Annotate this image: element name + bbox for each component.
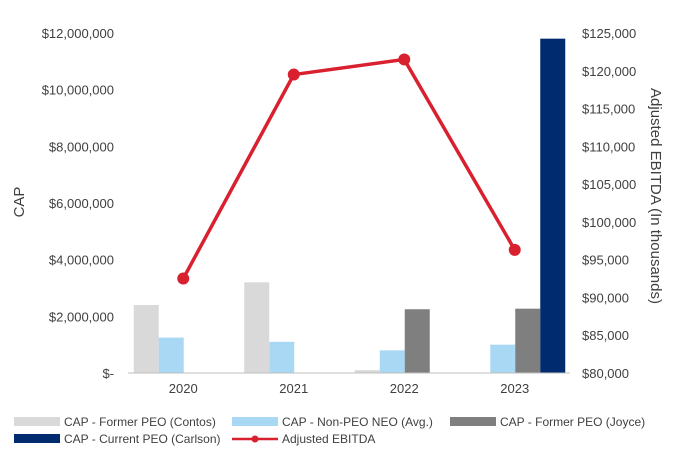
- right-axis-ticks: $80,000 $85,000 $90,000 $95,000 $100,000 $105…: [582, 26, 636, 381]
- x-tick-label: 2022: [390, 381, 419, 396]
- y-tick-label: $12,000,000: [42, 26, 114, 41]
- bar-cap-non-peo-neo-avg-2021: [269, 341, 295, 373]
- point-adjusted-ebitda-2020: [177, 272, 190, 285]
- line-adjusted-ebitda: [181, 57, 517, 280]
- legend: CAP - Former PEO (Contos) CAP - Non-PEO …: [14, 415, 645, 446]
- y2-axis-title: Adjusted EBITDA (In thousands): [647, 88, 664, 304]
- y-axis-title: CAP: [11, 187, 28, 218]
- legend-swatch-joyce: [450, 417, 496, 426]
- bar-cap-former-peo-joyce-2023: [515, 308, 541, 373]
- y-tick-label: $-: [102, 366, 114, 381]
- bar-cap-former-peo-contos-2021: [244, 282, 270, 373]
- bar-cap-current-peo-carlson-2023: [540, 38, 566, 374]
- y2-tick-label: $115,000: [582, 102, 635, 117]
- y2-tick-label: $100,000: [582, 215, 636, 230]
- y-tick-label: $2,000,000: [49, 309, 114, 324]
- legend-label-ebitda: Adjusted EBITDA: [282, 432, 375, 446]
- point-adjusted-ebitda-2023: [508, 243, 521, 256]
- y2-tick-label: $110,000: [582, 139, 635, 154]
- bar-cap-former-peo-joyce-2022: [404, 309, 430, 373]
- legend-swatch-contos: [14, 417, 60, 426]
- point-adjusted-ebitda-2021: [287, 68, 300, 81]
- legend-label-contos: CAP - Former PEO (Contos): [64, 415, 216, 429]
- point-adjusted-ebitda-2022: [398, 53, 411, 66]
- y2-tick-label: $90,000: [582, 290, 629, 305]
- y-tick-label: $6,000,000: [49, 196, 114, 211]
- x-tick-label: 2021: [279, 381, 308, 396]
- legend-swatch-carlson: [14, 434, 60, 443]
- y2-tick-label: $80,000: [582, 366, 629, 381]
- left-axis-ticks: $- $2,000,000 $4,000,000 $6,000,000 $8,000,0…: [42, 26, 114, 381]
- y-tick-label: $4,000,000: [49, 253, 114, 268]
- x-tick-label: 2020: [169, 381, 198, 396]
- y2-tick-label: $85,000: [582, 328, 629, 343]
- legend-label-carlson: CAP - Current PEO (Carlson): [64, 432, 221, 446]
- bar-cap-former-peo-contos-2020: [133, 305, 159, 373]
- bar-cap-non-peo-neo-avg-2020: [158, 337, 184, 373]
- y2-tick-label: $105,000: [582, 177, 636, 192]
- legend-swatch-ebitda-marker: [251, 435, 259, 443]
- bar-cap-non-peo-neo-avg-2023: [490, 344, 516, 373]
- bar-cap-former-peo-contos-2022: [354, 370, 380, 373]
- x-axis-ticks: 2020 2021 2022 2023: [169, 381, 529, 396]
- legend-label-non-peo-neo: CAP - Non-PEO NEO (Avg.): [282, 415, 433, 429]
- legend-label-joyce: CAP - Former PEO (Joyce): [500, 415, 645, 429]
- x-tick-label: 2023: [500, 381, 529, 396]
- ebitda-line-layer: [177, 53, 521, 285]
- y-tick-label: $8,000,000: [49, 139, 114, 154]
- bars-layer: [133, 38, 566, 374]
- legend-swatch-non-peo-neo: [232, 417, 278, 426]
- y-tick-label: $10,000,000: [42, 83, 114, 98]
- y2-tick-label: $120,000: [582, 64, 636, 79]
- y2-tick-label: $95,000: [582, 253, 629, 268]
- bar-cap-non-peo-neo-avg-2022: [379, 350, 405, 373]
- y2-tick-label: $125,000: [582, 26, 636, 41]
